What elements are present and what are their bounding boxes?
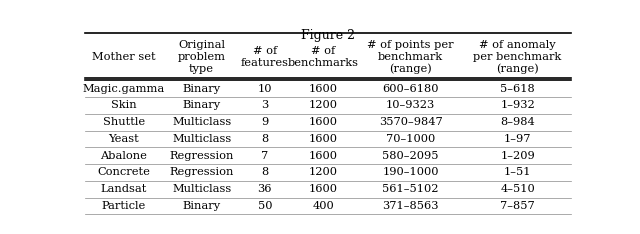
Text: Regression: Regression — [170, 151, 234, 161]
Text: 9: 9 — [261, 117, 268, 127]
Text: # of anomaly
per benchmark
(range): # of anomaly per benchmark (range) — [474, 40, 562, 74]
Text: Particle: Particle — [102, 201, 146, 211]
Text: 5–618: 5–618 — [500, 84, 535, 94]
Text: # of
benchmarks: # of benchmarks — [287, 46, 358, 68]
Text: Binary: Binary — [182, 84, 221, 94]
Text: 1600: 1600 — [308, 151, 338, 161]
Text: Regression: Regression — [170, 168, 234, 178]
Text: 36: 36 — [257, 184, 272, 194]
Text: 4–510: 4–510 — [500, 184, 535, 194]
Text: Multiclass: Multiclass — [172, 134, 231, 144]
Text: Mother set: Mother set — [92, 52, 156, 62]
Text: Multiclass: Multiclass — [172, 117, 231, 127]
Text: Magic.gamma: Magic.gamma — [83, 84, 165, 94]
Text: 10–9323: 10–9323 — [386, 100, 435, 110]
Text: 7–857: 7–857 — [500, 201, 535, 211]
Text: Abalone: Abalone — [100, 151, 147, 161]
Text: 70–1000: 70–1000 — [386, 134, 435, 144]
Text: 3570–9847: 3570–9847 — [379, 117, 442, 127]
Text: Yeast: Yeast — [108, 134, 140, 144]
Text: 371–8563: 371–8563 — [382, 201, 439, 211]
Text: 580–2095: 580–2095 — [382, 151, 439, 161]
Text: 1600: 1600 — [308, 84, 338, 94]
Text: 1600: 1600 — [308, 134, 338, 144]
Text: 8: 8 — [261, 168, 268, 178]
Text: 8: 8 — [261, 134, 268, 144]
Text: 1–97: 1–97 — [504, 134, 531, 144]
Text: 1–209: 1–209 — [500, 151, 535, 161]
Text: Landsat: Landsat — [100, 184, 147, 194]
Text: Figure 2: Figure 2 — [301, 29, 355, 42]
Text: Original
problem
type: Original problem type — [178, 40, 226, 73]
Text: 600–6180: 600–6180 — [382, 84, 439, 94]
Text: 3: 3 — [261, 100, 268, 110]
Text: Binary: Binary — [182, 100, 221, 110]
Text: Concrete: Concrete — [97, 168, 150, 178]
Text: # of
features: # of features — [241, 46, 289, 68]
Text: Binary: Binary — [182, 201, 221, 211]
Text: Skin: Skin — [111, 100, 137, 110]
Text: 1–51: 1–51 — [504, 168, 531, 178]
Text: 50: 50 — [257, 201, 272, 211]
Text: # of points per
benchmark
(range): # of points per benchmark (range) — [367, 40, 454, 74]
Text: 1200: 1200 — [308, 168, 338, 178]
Text: 561–5102: 561–5102 — [382, 184, 439, 194]
Text: 10: 10 — [257, 84, 272, 94]
Text: 1600: 1600 — [308, 184, 338, 194]
Text: Shuttle: Shuttle — [103, 117, 145, 127]
Text: 7: 7 — [261, 151, 268, 161]
Text: Multiclass: Multiclass — [172, 184, 231, 194]
Text: 190–1000: 190–1000 — [382, 168, 439, 178]
Text: 1200: 1200 — [308, 100, 338, 110]
Text: 1–932: 1–932 — [500, 100, 535, 110]
Text: 400: 400 — [312, 201, 334, 211]
Text: 8–984: 8–984 — [500, 117, 535, 127]
Text: 1600: 1600 — [308, 117, 338, 127]
